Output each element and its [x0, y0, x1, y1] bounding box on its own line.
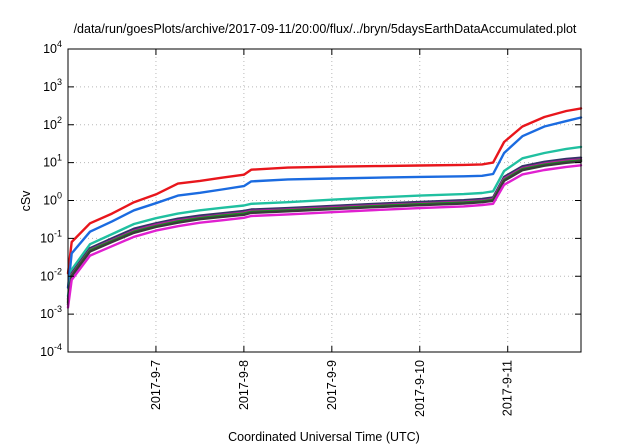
x-axis: 2017-9-7 2017-9-8 2017-9-9 2017-9-10 2017-9-… — [149, 49, 515, 417]
series-line-2 — [66, 116, 583, 289]
y-tick-label: 10-4 — [40, 342, 62, 359]
y-tick-label: 104 — [43, 39, 62, 56]
series-line-4 — [66, 156, 583, 301]
chart-title: /data/run/goesPlots/archive/2017-09-11/2… — [74, 22, 577, 36]
x-tick-label: 2017-9-9 — [325, 360, 339, 410]
series-line-1 — [66, 107, 583, 275]
x-tick-label: 2017-9-7 — [149, 360, 163, 410]
y-tick-label: 100 — [43, 191, 62, 208]
y-tick-label: 102 — [43, 115, 62, 132]
y-tick-label: 103 — [43, 77, 62, 94]
y-axis-label: cSv — [19, 190, 33, 212]
x-tick-label: 2017-9-10 — [413, 360, 427, 417]
y-tick-label: 10-3 — [40, 304, 62, 321]
series-group — [66, 107, 583, 309]
y-tick-label: 10-2 — [40, 266, 62, 283]
x-tick-label: 2017-9-11 — [501, 360, 515, 416]
x-axis-label: Coordinated Universal Time (UTC) — [228, 430, 420, 444]
series-line-7 — [66, 160, 583, 306]
y-axis: 10-4 10-3 10-2 10-1 100 101 102 103 104 — [40, 39, 581, 359]
y-tick-label: 101 — [43, 153, 62, 170]
y-tick-label: 10-1 — [40, 228, 62, 245]
x-tick-label: 2017-9-8 — [237, 360, 251, 410]
series-line-8 — [66, 164, 583, 309]
series-line-3 — [66, 145, 583, 298]
